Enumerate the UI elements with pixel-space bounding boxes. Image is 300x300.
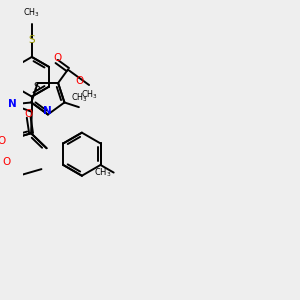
Text: O: O: [2, 157, 11, 166]
Text: CH$_3$: CH$_3$: [23, 7, 40, 19]
Text: N: N: [8, 99, 17, 109]
Text: O: O: [75, 76, 83, 86]
Text: CH$_3$: CH$_3$: [94, 166, 112, 179]
Text: O: O: [24, 109, 32, 119]
Text: O: O: [53, 53, 61, 63]
Text: N: N: [43, 106, 52, 116]
Text: S: S: [28, 35, 35, 45]
Text: CH$_3$: CH$_3$: [81, 88, 98, 101]
Text: O: O: [0, 136, 5, 146]
Text: CH$_3$: CH$_3$: [71, 92, 88, 104]
Text: S: S: [33, 82, 40, 92]
